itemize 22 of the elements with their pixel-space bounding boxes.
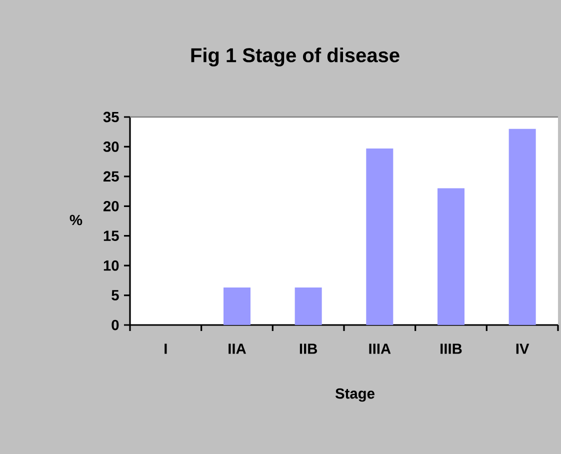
x-tick-label: IIB <box>300 344 318 354</box>
bar <box>224 288 250 325</box>
y-tick-label: 5 <box>112 290 119 300</box>
x-axis-title: Stage <box>335 388 374 402</box>
bar <box>437 188 464 325</box>
y-tick-label: 20 <box>103 200 119 212</box>
y-tick-label: 35 <box>103 112 119 122</box>
y-tick-label: 30 <box>103 142 119 152</box>
y-tick-label: 10 <box>104 260 119 271</box>
x-tick-label: IIIB <box>440 344 462 354</box>
bar <box>366 148 394 325</box>
x-tick-label: I <box>164 344 167 354</box>
y-axis-title: % <box>70 214 82 226</box>
chart-title: Fig 1 Stage of disease <box>191 48 400 66</box>
x-tick-label: IIA <box>228 344 246 354</box>
bar <box>508 128 536 325</box>
y-tick-label: 25 <box>103 171 119 182</box>
x-tick-label: IIIA <box>369 344 391 354</box>
bar <box>294 288 322 325</box>
y-tick-label: 0 <box>112 320 119 330</box>
y-tick-label: 15 <box>104 230 119 241</box>
x-tick-label: IV <box>516 344 530 354</box>
